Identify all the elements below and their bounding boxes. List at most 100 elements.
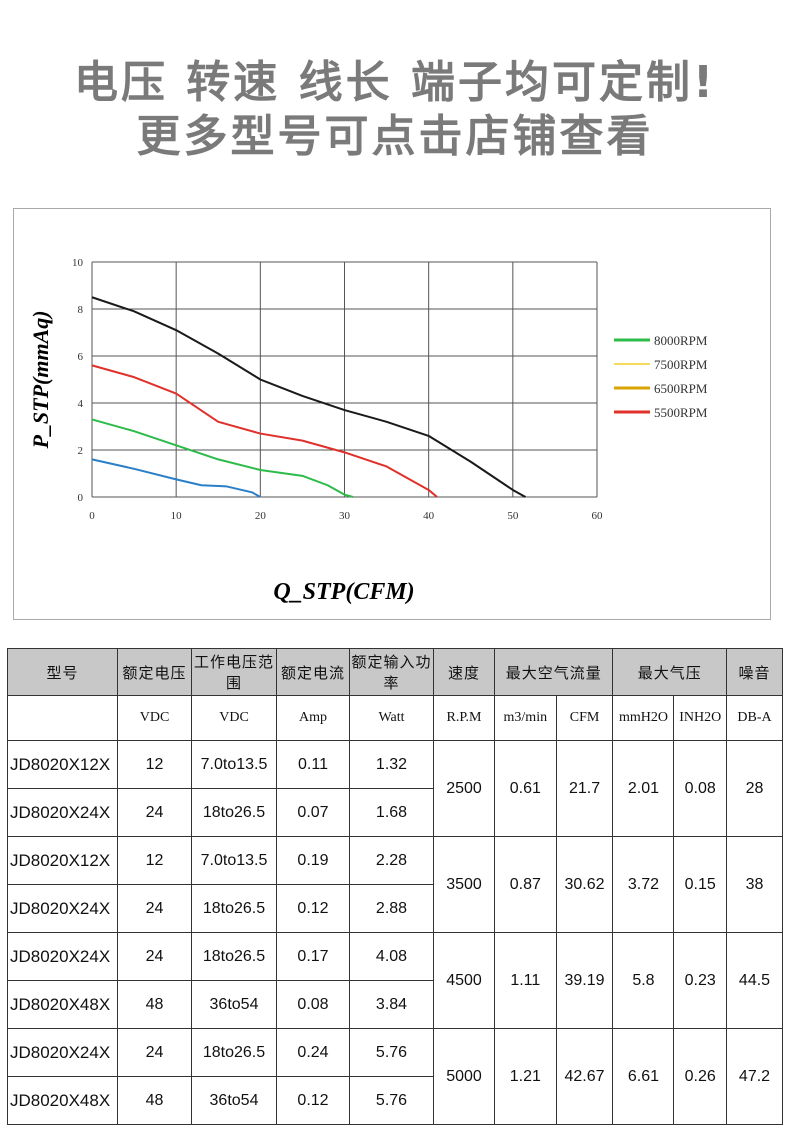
table-cell: JD8020X48X — [7, 1076, 118, 1125]
table-cell: R.P.M — [433, 695, 495, 741]
table-cell: 1.68 — [349, 788, 434, 837]
table-cell: JD8020X12X — [7, 836, 118, 885]
table-cell: 48 — [117, 980, 192, 1029]
table-cell: 36to54 — [191, 1076, 277, 1125]
table-row: 型号 额定电压 工作电压范围 额定电流 额定输入功率 速度 最大空气流量 最大气压 噪音 — [7, 648, 783, 696]
table-cell: 3.84 — [349, 980, 434, 1029]
x-axis-title: Q_STP(CFM) — [273, 579, 414, 605]
table-cell: DB-A — [726, 695, 783, 741]
table-cell: 0.23 — [673, 932, 727, 1029]
table-cell: JD8020X12X — [7, 740, 118, 789]
table-cell: 0.11 — [276, 740, 350, 789]
x-tick-label: 0 — [89, 510, 95, 522]
legend-label: 7500RPM — [654, 357, 708, 372]
y-tick-label: 6 — [78, 351, 84, 363]
y-axis-title: P_STP(mmAq) — [28, 310, 53, 449]
table-cell: 28 — [726, 740, 783, 837]
table-cell: 42.67 — [555, 1028, 614, 1125]
table-cell: JD8020X24X — [7, 788, 118, 837]
table-row: VDC VDC Amp Watt R.P.M m3/min CFM mmH2O INH2O DB-… — [7, 695, 783, 741]
table-cell: 3.72 — [612, 836, 675, 933]
table-cell: CFM — [555, 695, 614, 741]
table-cell: 0.61 — [494, 740, 557, 837]
y-tick-label: 8 — [78, 304, 84, 316]
table-cell: JD8020X24X — [7, 932, 118, 981]
spec-table: 型号 额定电压 工作电压范围 额定电流 额定输入功率 速度 最大空气流量 最大气压 噪音 VDC V… — [7, 648, 783, 1125]
table-cell: Amp — [276, 695, 350, 741]
table-cell: 38 — [726, 836, 783, 933]
table-cell: VDC — [191, 695, 277, 741]
table-cell: 21.7 — [555, 740, 614, 837]
table-cell: 44.5 — [726, 932, 783, 1029]
table-cell: 0.26 — [673, 1028, 727, 1125]
table-cell: 48 — [117, 1076, 192, 1125]
y-tick-label: 4 — [78, 398, 84, 410]
table-row: JD8020X12X 12 7.0to13.5 0.19 2.28 3500 0.87 30.… — [7, 836, 783, 933]
table-cell: 0.15 — [673, 836, 727, 933]
y-tick-label: 10 — [72, 257, 84, 269]
chart-frame: 0 10 20 30 40 50 60 0 2 4 6 8 10 P_STP(mmAq) Q_STP(CFM… — [13, 208, 771, 620]
table-row: JD8020X24X 24 18to26.5 0.17 4.08 4500 1.11 39.1… — [7, 932, 783, 1029]
table-cell — [7, 695, 118, 741]
table-cell: 0.08 — [276, 980, 350, 1029]
table-cell: 速度 — [433, 648, 495, 696]
x-tick-label: 30 — [339, 510, 351, 522]
table-cell: 2.88 — [349, 884, 434, 933]
legend-label: 8000RPM — [654, 333, 708, 348]
table-cell: 0.12 — [276, 1076, 350, 1125]
table-cell: 4.08 — [349, 932, 434, 981]
table-cell: 额定电压 — [117, 648, 192, 696]
x-tick-label: 40 — [423, 510, 435, 522]
table-cell: 1.21 — [494, 1028, 557, 1125]
table-cell: 18to26.5 — [191, 1028, 277, 1077]
table-row: JD8020X24X 24 18to26.5 0.24 5.76 5000 1.21 42.6… — [7, 1028, 783, 1125]
table-cell: 2.28 — [349, 836, 434, 885]
table-cell: 5.8 — [612, 932, 675, 1029]
table-cell: 24 — [117, 788, 192, 837]
table-cell: 5.76 — [349, 1076, 434, 1125]
table-cell: JD8020X24X — [7, 1028, 118, 1077]
curve — [91, 364, 438, 498]
table-cell: 噪音 — [726, 648, 783, 696]
table-cell: 0.19 — [276, 836, 350, 885]
table-cell: 1.32 — [349, 740, 434, 789]
table-cell: 24 — [117, 1028, 192, 1077]
x-tick-label: 50 — [507, 510, 519, 522]
x-tick-label: 20 — [255, 510, 267, 522]
table-cell: 0.17 — [276, 932, 350, 981]
table-cell: JD8020X48X — [7, 980, 118, 1029]
table-cell: 0.07 — [276, 788, 350, 837]
table-cell: 最大气压 — [612, 648, 727, 696]
table-cell: 18to26.5 — [191, 788, 277, 837]
headline: 电压 转速 线长 端子均可定制! — [73, 57, 717, 108]
table-cell: 5000 — [433, 1028, 495, 1125]
table-cell: 3500 — [433, 836, 495, 933]
table-cell: 7.0to13.5 — [191, 740, 277, 789]
table-cell: 12 — [117, 740, 192, 789]
table-cell: 0.24 — [276, 1028, 350, 1077]
table-cell: 18to26.5 — [191, 932, 277, 981]
table-row: JD8020X12X 12 7.0to13.5 0.11 1.32 2500 0.61 21.… — [7, 740, 783, 837]
headline: 更多型号可点击店铺查看 — [136, 111, 654, 162]
table-cell: 12 — [117, 836, 192, 885]
x-tick-label: 60 — [592, 510, 604, 522]
table-cell: 额定输入功率 — [349, 648, 434, 696]
table-cell: 36to54 — [191, 980, 277, 1029]
table-cell: 型号 — [7, 648, 118, 696]
table-cell: 最大空气流量 — [493, 648, 614, 696]
y-tick-label: 2 — [78, 445, 84, 457]
table-cell: 0.08 — [673, 740, 727, 837]
table-cell: 0.87 — [494, 836, 557, 933]
table-cell: m3/min — [494, 695, 557, 741]
table-cell: 24 — [117, 884, 192, 933]
legend-label: 5500RPM — [654, 405, 708, 420]
curve — [91, 458, 261, 498]
legend-label: 6500RPM — [654, 381, 708, 396]
table-cell: 1.11 — [494, 932, 557, 1029]
x-tick-label: 10 — [171, 510, 183, 522]
table-cell: 18to26.5 — [191, 884, 277, 933]
table-cell: 30.62 — [555, 836, 614, 933]
table-cell: Watt — [349, 695, 434, 741]
table-cell: 47.2 — [726, 1028, 783, 1125]
